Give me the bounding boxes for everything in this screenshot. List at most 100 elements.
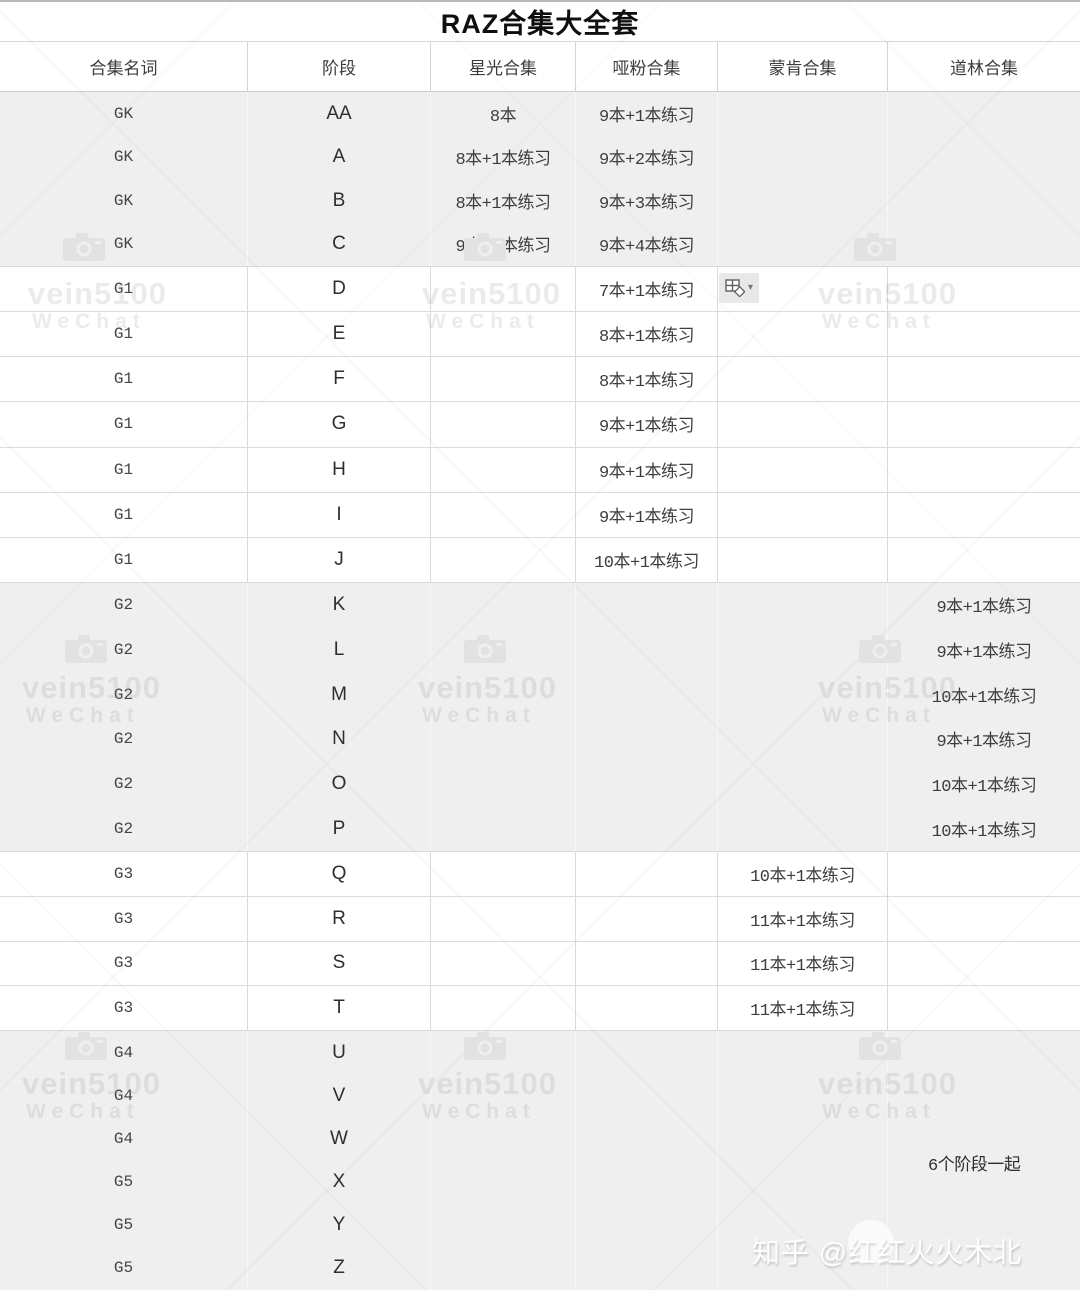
table-cell[interactable] [718, 1074, 888, 1118]
table-cell[interactable] [888, 136, 1080, 180]
table-cell[interactable]: 10本+1本练习 [931, 778, 1037, 798]
table-cell[interactable]: GK [0, 135, 248, 179]
table-cell[interactable]: 9本+4本练习 [576, 222, 718, 266]
table-cell[interactable]: 9本+3本练习 [576, 179, 718, 223]
table-cell[interactable]: H [248, 447, 431, 492]
table-cell[interactable] [431, 1160, 576, 1204]
table-cell[interactable]: 9本+1本练习 [576, 402, 718, 447]
table-cell[interactable] [888, 986, 1080, 1030]
table-cell[interactable]: 10本+1本练习 [931, 822, 1037, 842]
table-cell[interactable] [431, 1203, 576, 1247]
table-cell[interactable]: G1 [0, 447, 248, 492]
table-cell[interactable] [576, 1074, 718, 1118]
table-cell[interactable] [576, 627, 718, 673]
table-cell[interactable] [888, 402, 1080, 446]
table-cell[interactable]: G5 [0, 1160, 248, 1204]
table-cell[interactable] [888, 448, 1080, 492]
table-cell[interactable] [431, 672, 576, 718]
table-cell[interactable] [576, 986, 718, 1030]
table-cell[interactable] [718, 1117, 888, 1161]
table-cell[interactable] [431, 986, 576, 1030]
table-cell[interactable]: R [248, 896, 431, 941]
table-cell[interactable]: 9本+1本练习 [936, 733, 1032, 753]
table-cell[interactable]: 8本+1本练习 [576, 357, 718, 402]
table-cell[interactable] [888, 538, 1080, 582]
table-cell[interactable]: 9本+1本练习 [576, 447, 718, 492]
table-cell[interactable] [431, 312, 576, 357]
table-cell[interactable]: G2 [0, 627, 248, 673]
table-cell[interactable]: K [248, 583, 431, 628]
table-cell[interactable] [431, 402, 576, 447]
table-cell[interactable]: G2 [0, 806, 248, 852]
table-cell[interactable]: O [248, 761, 431, 807]
table-cell[interactable] [718, 1031, 888, 1075]
table-cell[interactable]: 11本+1本练习 [718, 941, 888, 986]
table-cell[interactable]: G4 [0, 1031, 248, 1075]
table-cell[interactable]: F [248, 357, 431, 402]
table-cell[interactable]: G1 [0, 492, 248, 537]
table-cell[interactable]: E [248, 312, 431, 357]
table-cell[interactable]: 9本+2本练习 [576, 135, 718, 179]
table-cell[interactable] [431, 447, 576, 492]
table-cell[interactable] [576, 1203, 718, 1247]
table-cell[interactable]: S [248, 941, 431, 986]
table-cell[interactable]: 8本 [431, 92, 576, 136]
table-cell[interactable] [888, 267, 1080, 311]
table-cell[interactable] [718, 447, 888, 492]
table-cell[interactable]: Q [248, 852, 431, 896]
table-cell[interactable] [888, 223, 1080, 267]
table-cell[interactable]: 9本+1本练习 [576, 92, 718, 136]
table-cell[interactable]: W [248, 1117, 431, 1161]
table-cell[interactable]: G1 [0, 537, 248, 582]
table-cell[interactable] [888, 1247, 1080, 1290]
table-cell[interactable] [888, 179, 1080, 223]
table-cell[interactable]: A [248, 135, 431, 179]
table-cell[interactable]: N [248, 717, 431, 762]
table-cell[interactable]: G2 [0, 583, 248, 628]
table-cell[interactable]: G5 [0, 1246, 248, 1290]
table-cell[interactable]: G3 [0, 941, 248, 986]
table-cell[interactable]: 9本+1本练习 [431, 222, 576, 266]
table-cell[interactable] [431, 1031, 576, 1075]
table-cell[interactable] [718, 402, 888, 447]
table-cell[interactable] [718, 312, 888, 357]
table-cell[interactable]: I [248, 492, 431, 537]
table-cell[interactable]: GK [0, 222, 248, 266]
table-cell[interactable]: Y [248, 1203, 431, 1247]
table-cell[interactable] [576, 1160, 718, 1204]
table-cell[interactable] [718, 267, 888, 312]
table-cell[interactable]: G2 [0, 761, 248, 807]
table-cell[interactable] [431, 1074, 576, 1118]
table-cell[interactable]: 10本+1本练习 [931, 688, 1037, 708]
table-cell[interactable]: 8本+1本练习 [431, 135, 576, 179]
table-cell[interactable] [718, 761, 888, 807]
table-cell[interactable]: 9本+1本练习 [936, 644, 1032, 663]
table-cell[interactable] [718, 1246, 888, 1290]
table-cell[interactable] [888, 312, 1080, 356]
table-cell[interactable] [888, 92, 1080, 136]
table-cell[interactable]: G1 [0, 312, 248, 357]
table-cell[interactable] [431, 1246, 576, 1290]
table-cell[interactable] [431, 267, 576, 312]
table-cell[interactable] [718, 92, 888, 136]
table-cell[interactable] [718, 135, 888, 179]
table-cell[interactable]: GK [0, 92, 248, 136]
header-daolin[interactable]: 道林合集 [950, 59, 1018, 78]
table-cell[interactable]: 8本+1本练习 [431, 179, 576, 223]
table-cell[interactable]: 10本+1本练习 [718, 852, 888, 896]
table-cell[interactable] [718, 1160, 888, 1204]
table-cell[interactable]: GK [0, 179, 248, 223]
header-xingguang[interactable]: 星光合集 [431, 42, 576, 91]
table-cell[interactable]: 8本+1本练习 [576, 312, 718, 357]
table-cell[interactable]: G4 [0, 1074, 248, 1118]
table-cell[interactable] [888, 493, 1080, 537]
table-cell[interactable] [718, 717, 888, 762]
table-cell[interactable] [431, 492, 576, 537]
table-cell[interactable]: G1 [0, 357, 248, 402]
table-cell[interactable] [718, 806, 888, 852]
table-cell[interactable] [718, 357, 888, 402]
table-cell[interactable]: G1 [0, 267, 248, 312]
paste-options-button[interactable]: ▾ [719, 273, 759, 303]
header-stage[interactable]: 阶段 [248, 42, 431, 91]
table-cell[interactable] [718, 179, 888, 223]
